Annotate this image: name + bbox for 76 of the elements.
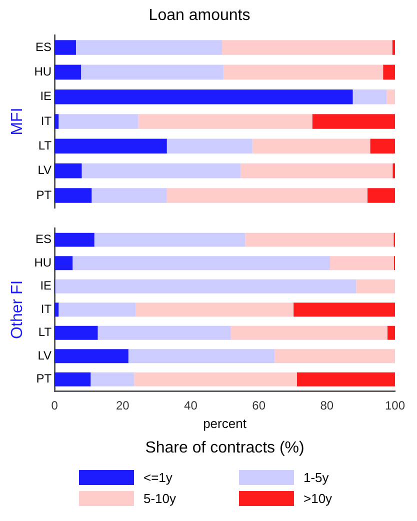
y-tick-label: LT: [38, 138, 52, 152]
bar: [54, 163, 82, 178]
bar: [58, 114, 138, 129]
bar: [223, 64, 384, 80]
bar: [90, 372, 134, 386]
y-tick-label: IE: [40, 89, 52, 104]
bar: [383, 64, 395, 80]
y-tick-label: LT: [38, 325, 52, 340]
bar: [370, 138, 395, 154]
bar: [128, 349, 275, 364]
bar: [136, 302, 294, 317]
bar: [54, 40, 76, 55]
legend-label: 5-10y: [144, 491, 176, 506]
x-tick-label: 80: [320, 398, 334, 413]
bar: [252, 138, 370, 154]
bar: [386, 89, 395, 104]
y-tick-label: HU: [34, 64, 52, 78]
y-tick-label: IT: [40, 114, 52, 128]
bar: [54, 232, 94, 247]
bar: [92, 188, 167, 203]
bar: [138, 114, 312, 129]
bar: [54, 138, 167, 154]
legend-label: 1-5y: [304, 470, 329, 485]
bar: [94, 232, 246, 247]
bar: [240, 163, 393, 178]
bar: [58, 302, 136, 317]
bar: [82, 163, 240, 178]
y-tick-label: LV: [38, 348, 52, 362]
bar: [274, 349, 395, 364]
y-tick-label: LV: [38, 163, 52, 178]
bar: [54, 372, 91, 386]
bar: [352, 89, 387, 104]
y-tick-label: IT: [40, 302, 52, 316]
text: Share of contracts (%): [145, 439, 304, 456]
y-axis-title: Other FI: [9, 280, 26, 339]
bar: [98, 326, 231, 340]
bar: [54, 349, 128, 364]
bar: [54, 89, 353, 104]
bar: [72, 256, 330, 270]
x-tick-label: 20: [116, 398, 130, 413]
bar: [54, 64, 82, 80]
y-axis-title: MFI: [9, 108, 26, 136]
bar: [54, 256, 73, 270]
bar: [392, 40, 395, 55]
chart-title: Loan amounts: [148, 7, 250, 24]
y-tick-label: ES: [36, 40, 52, 54]
bar: [356, 279, 395, 294]
y-tick-label: IE: [40, 278, 52, 293]
bar: [294, 302, 395, 317]
legend-label: >10y: [304, 491, 332, 506]
x-tick-label: 0: [51, 398, 58, 413]
bar: [166, 138, 252, 154]
y-tick-label: PT: [36, 188, 52, 202]
x-tick-label: 40: [184, 398, 198, 413]
bar: [388, 326, 395, 340]
x-axis-title: percent: [203, 416, 247, 431]
bar: [367, 188, 395, 203]
bar: [312, 114, 395, 129]
bar: [330, 256, 394, 270]
x-tick-label: 60: [252, 398, 266, 413]
bar: [134, 372, 297, 386]
bar: [166, 188, 368, 203]
bar: [54, 188, 92, 203]
bar: [55, 279, 356, 294]
y-tick-label: HU: [34, 255, 52, 270]
x-tick-label: 100: [384, 398, 406, 413]
bar: [230, 326, 388, 340]
y-tick-label: ES: [36, 232, 52, 246]
legend-label: <=1y: [144, 470, 172, 485]
bar: [76, 40, 222, 55]
bar: [222, 40, 392, 55]
y-tick-label: PT: [36, 372, 52, 386]
bar: [54, 326, 98, 340]
bar: [296, 372, 395, 386]
bar: [81, 64, 224, 80]
bar: [245, 232, 394, 247]
